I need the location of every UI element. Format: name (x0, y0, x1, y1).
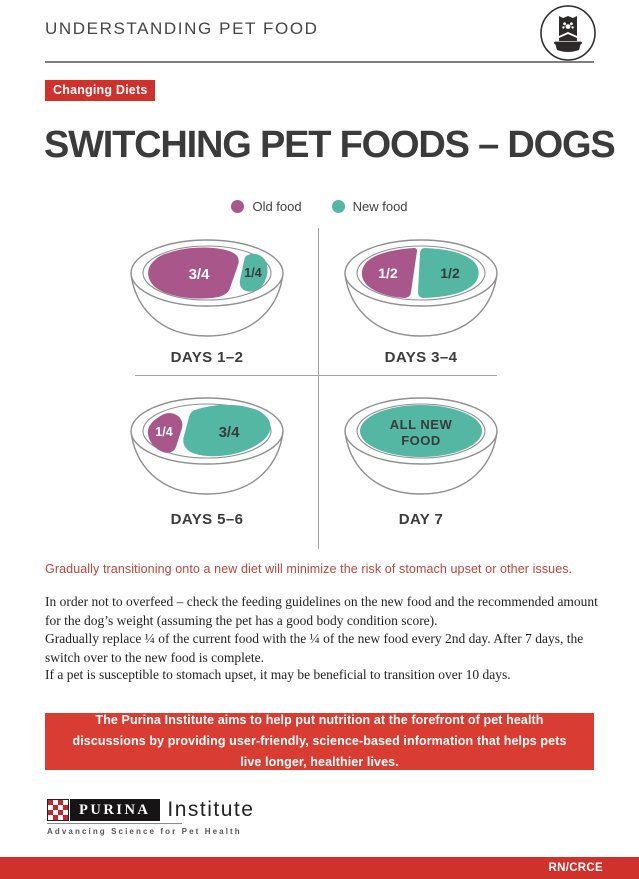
purina-institute-callout: The Purina Institute aims to help put nu… (45, 713, 594, 770)
bowl-label-days-3-4: DAYS 3–4 (384, 349, 458, 366)
bowl-diagram-days-1-2: 3/4 1/4 (130, 239, 284, 337)
all-new-food-label-line2: FOOD (401, 433, 441, 448)
quadrant-vertical-divider (318, 228, 319, 549)
fraction-label-new: 1/4 (244, 266, 261, 280)
purina-wordmark-box: PURINA (70, 799, 161, 821)
body-paragraph-3: If a pet is susceptible to stomach upset… (45, 667, 511, 682)
legend-label-new: New food (352, 199, 408, 214)
legend-label-old: Old food (252, 199, 302, 214)
body-paragraph-2: Gradually replace ¼ of the current food … (45, 631, 584, 665)
bowl-label-days-1-2: DAYS 1–2 (170, 349, 244, 366)
legend-item-old-food: Old food (231, 199, 302, 214)
header-divider (45, 61, 594, 63)
body-paragraph-1: In order not to overfeed – check the fee… (45, 594, 598, 628)
purina-institute-logo: PURINA Institute (47, 798, 255, 821)
bowl-diagram-days-5-6: 1/4 3/4 (130, 397, 284, 495)
new-food-dot-icon (331, 200, 345, 213)
callout-text: The Purina Institute aims to help put nu… (72, 712, 567, 770)
bowl-label-days-5-6: DAYS 5–6 (170, 511, 244, 528)
fraction-label-old: 3/4 (189, 266, 211, 283)
bowl-diagram-days-3-4: 1/2 1/2 (344, 239, 498, 337)
all-new-food-label-line1: ALL NEW (390, 417, 453, 432)
bowl-diagram-day-7: ALL NEW FOOD (344, 397, 498, 495)
bottom-red-bar: RN/CRCE (0, 857, 639, 879)
quadrant-horizontal-divider (135, 375, 497, 376)
bowl-label-day-7: DAY 7 (398, 511, 444, 528)
fraction-label-old: 1/2 (378, 265, 398, 281)
document-code: RN/CRCE (548, 862, 603, 874)
fraction-label-new: 1/2 (440, 265, 460, 281)
legend: Old food New food (0, 199, 639, 214)
highlight-sentence: Gradually transitioning onto a new diet … (45, 562, 573, 576)
page-title: SWITCHING PET FOODS – DOGS (44, 124, 616, 166)
page-header-title: UNDERSTANDING PET FOOD (45, 19, 319, 38)
fraction-label-new: 3/4 (219, 424, 241, 441)
brand-tagline: Advancing Science for Pet Health (47, 827, 242, 836)
old-food-dot-icon (231, 200, 245, 213)
purina-checkerboard-icon (47, 799, 69, 821)
fraction-label-old: 1/4 (155, 425, 172, 439)
pet-food-bag-and-bowl-icon (540, 5, 596, 61)
logo-divider (47, 823, 182, 824)
purina-wordmark: PURINA (79, 801, 151, 818)
institute-wordmark: Institute (167, 798, 255, 821)
legend-item-new-food: New food (331, 199, 408, 214)
section-badge: Changing Diets (45, 80, 156, 101)
